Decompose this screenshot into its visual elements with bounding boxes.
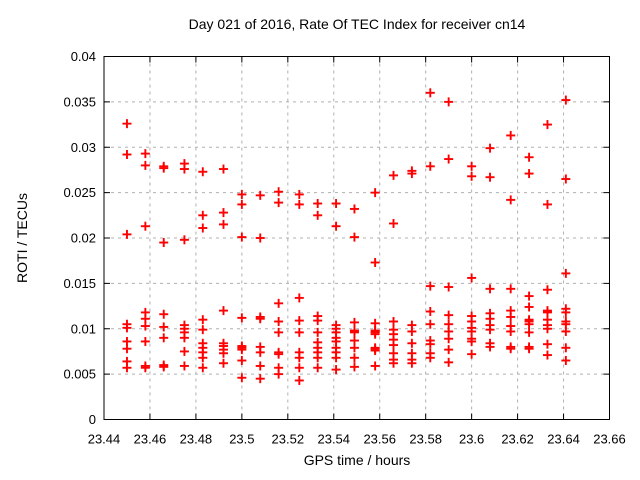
y-tick-label: 0 — [89, 412, 96, 427]
y-tick-label: 0.03 — [71, 140, 96, 155]
chart-title: Day 021 of 2016, Rate Of TEC Index for r… — [188, 16, 526, 32]
x-tick-label: 23.44 — [88, 432, 121, 447]
x-tick-label: 23.66 — [593, 432, 626, 447]
x-tick-label: 23.56 — [363, 432, 396, 447]
x-tick-label: 23.64 — [547, 432, 580, 447]
y-tick-label: 0.035 — [63, 94, 96, 109]
y-tick-label: 0.04 — [71, 49, 96, 64]
x-tick-label: 23.58 — [409, 432, 442, 447]
x-tick-label: 23.5 — [229, 432, 254, 447]
y-tick-label: 0.025 — [63, 185, 96, 200]
x-tick-label: 23.62 — [501, 432, 534, 447]
x-tick-label: 23.52 — [272, 432, 305, 447]
x-tick-label: 23.6 — [459, 432, 484, 447]
y-tick-label: 0.02 — [71, 231, 96, 246]
x-axis-label: GPS time / hours — [303, 452, 411, 468]
x-tick-label: 23.48 — [180, 432, 213, 447]
y-tick-label: 0.01 — [71, 321, 96, 336]
x-tick-label: 23.46 — [134, 432, 167, 447]
x-tick-label: 23.54 — [317, 432, 350, 447]
y-tick-label: 0.005 — [63, 367, 96, 382]
y-tick-label: 0.015 — [63, 276, 96, 291]
